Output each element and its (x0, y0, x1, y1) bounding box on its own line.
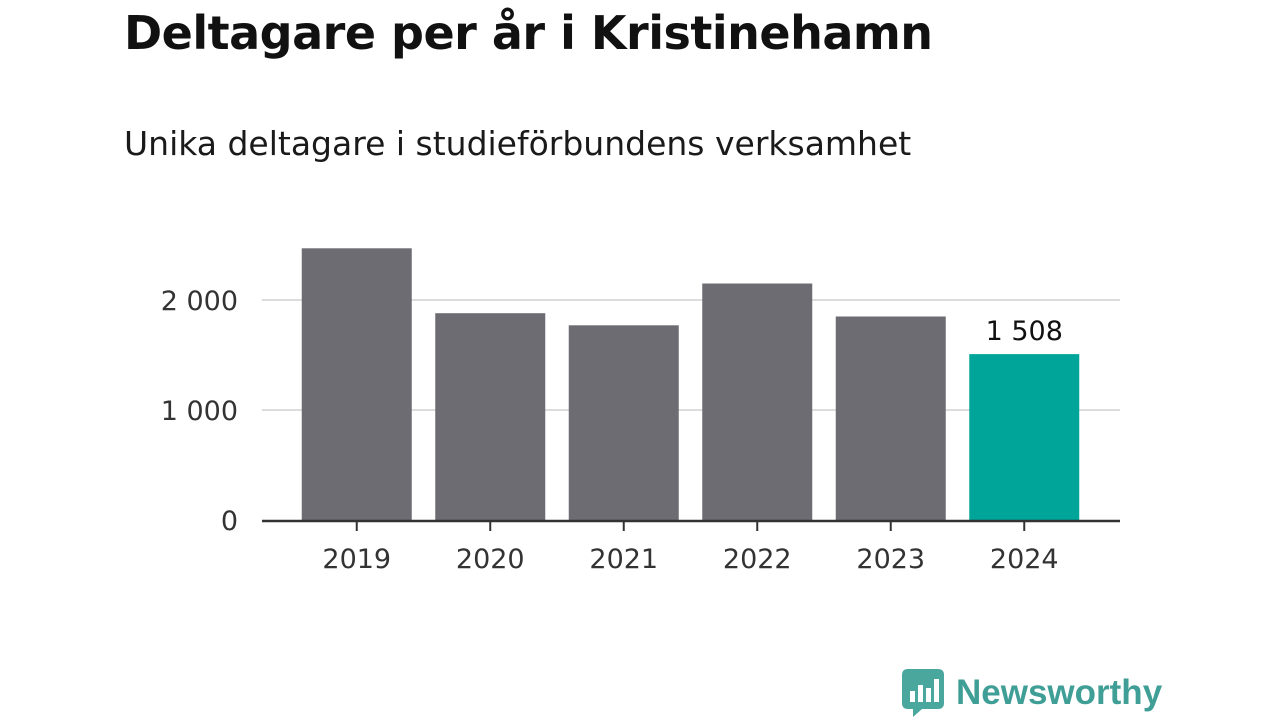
x-tick-label: 2024 (990, 544, 1059, 575)
chart-subtitle: Unika deltagare i studieförbundens verks… (124, 124, 912, 163)
x-tick-label: 2019 (322, 544, 391, 575)
brand-logo: Newsworthy (902, 668, 1162, 718)
x-axis (262, 519, 1120, 531)
data-label: 1 508 (986, 316, 1063, 347)
y-tick-label: 2 000 (161, 286, 238, 317)
y-tick-label: 0 (221, 506, 238, 537)
x-tick-label: 2020 (456, 544, 525, 575)
bar-2023 (835, 316, 946, 520)
bar-2022 (702, 283, 813, 520)
x-tick-label: 2023 (856, 544, 925, 575)
bar-2020 (435, 313, 546, 520)
bar-2021 (568, 325, 679, 520)
y-axis-tick-labels: 0 1 000 2 000 (161, 286, 238, 537)
newsworthy-logo-icon (902, 669, 944, 717)
y-tick-label: 1 000 (161, 396, 238, 427)
bar-2019 (301, 248, 412, 521)
chart-title: Deltagare per år i Kristinehamn (124, 6, 933, 60)
x-tick-label: 2021 (589, 544, 658, 575)
bar-2024 (969, 354, 1080, 520)
bars (301, 248, 1080, 521)
x-axis-tick-labels: 2019 2020 2021 2022 2023 2024 (322, 544, 1058, 575)
x-tick-label: 2022 (723, 544, 792, 575)
data-labels: 1 508 (986, 316, 1063, 347)
brand-name: Newsworthy (956, 673, 1163, 712)
